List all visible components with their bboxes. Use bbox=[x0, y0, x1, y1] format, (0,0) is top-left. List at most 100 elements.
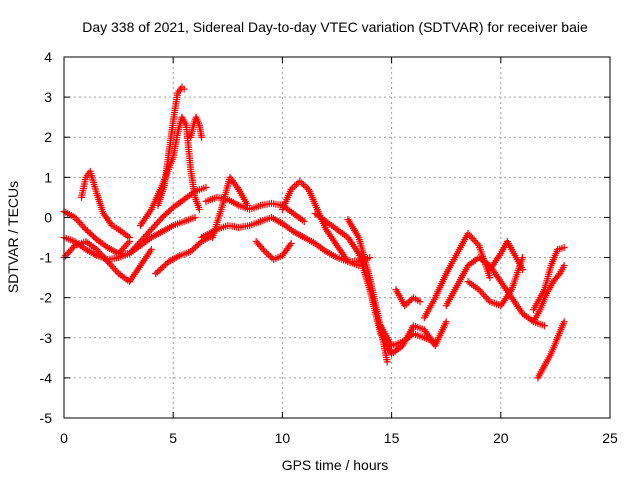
data-point bbox=[475, 286, 483, 294]
data-point bbox=[286, 241, 294, 249]
data-point bbox=[108, 263, 116, 271]
series-arc-6 bbox=[136, 113, 203, 229]
data-point bbox=[416, 298, 424, 306]
data-point bbox=[300, 217, 308, 225]
data-point bbox=[80, 224, 88, 232]
series-arc-22 bbox=[486, 238, 527, 274]
data-point bbox=[107, 220, 115, 228]
data-point bbox=[355, 262, 363, 270]
data-point bbox=[113, 268, 121, 276]
series-arc-3 bbox=[77, 167, 134, 241]
data-point bbox=[263, 249, 271, 257]
data-point bbox=[122, 241, 130, 249]
y-tick-label: 4 bbox=[44, 49, 52, 65]
y-axis-label: SDTVAR / TECUs bbox=[5, 181, 21, 293]
data-point bbox=[442, 318, 450, 326]
data-point bbox=[129, 246, 137, 254]
data-point bbox=[519, 266, 527, 274]
data-point bbox=[299, 181, 307, 189]
data-point bbox=[560, 318, 568, 326]
data-point bbox=[301, 182, 309, 190]
x-tick-label: 10 bbox=[275, 430, 291, 446]
data-point bbox=[155, 267, 163, 275]
y-tick-label: 2 bbox=[44, 129, 52, 145]
y-tick-label: -3 bbox=[40, 330, 53, 346]
data-point bbox=[126, 234, 134, 241]
data-point bbox=[152, 270, 160, 278]
data-point bbox=[158, 264, 166, 272]
data-point bbox=[404, 298, 412, 306]
data-point bbox=[298, 179, 306, 187]
data-point bbox=[180, 85, 188, 93]
data-point bbox=[93, 246, 101, 254]
data-point bbox=[147, 246, 155, 254]
data-point bbox=[243, 201, 251, 209]
series-arc-9 bbox=[152, 231, 217, 278]
data-point bbox=[198, 133, 206, 141]
data-point bbox=[473, 240, 481, 248]
data-point bbox=[153, 268, 161, 276]
data-point bbox=[149, 224, 157, 232]
data-point bbox=[66, 247, 74, 255]
data-point bbox=[110, 264, 118, 272]
data-point bbox=[146, 227, 154, 235]
data-point bbox=[259, 246, 267, 254]
data-point bbox=[162, 261, 170, 269]
y-tick-label: -2 bbox=[40, 290, 53, 306]
x-tick-label: 25 bbox=[602, 430, 618, 446]
data-point bbox=[133, 241, 141, 249]
series-arc-21 bbox=[464, 254, 527, 310]
data-point bbox=[431, 338, 439, 346]
series-arc-20 bbox=[442, 254, 548, 330]
data-point bbox=[292, 181, 300, 189]
data-point bbox=[63, 250, 71, 258]
data-point bbox=[152, 220, 160, 228]
series-arc-18 bbox=[392, 286, 424, 310]
y-tick-label: -1 bbox=[40, 250, 53, 266]
data-point bbox=[268, 254, 276, 262]
data-point bbox=[135, 239, 143, 247]
data-point bbox=[477, 287, 485, 295]
data-point bbox=[68, 245, 76, 253]
data-point bbox=[484, 296, 492, 304]
data-point bbox=[71, 213, 79, 221]
x-tick-label: 20 bbox=[493, 430, 509, 446]
series-arc-2 bbox=[60, 207, 134, 258]
data-point bbox=[191, 213, 199, 221]
series-arc-14 bbox=[278, 177, 363, 270]
y-tick-label: -5 bbox=[40, 410, 53, 426]
data-point bbox=[74, 217, 82, 225]
data-point bbox=[107, 261, 115, 269]
data-point bbox=[483, 294, 491, 302]
series-arc-24 bbox=[534, 318, 568, 382]
data-point bbox=[138, 236, 146, 244]
data-point bbox=[486, 274, 494, 282]
series-arc-8 bbox=[187, 113, 206, 141]
data-point bbox=[291, 182, 299, 190]
data-point bbox=[111, 266, 119, 274]
data-point bbox=[478, 289, 486, 297]
plot-frame bbox=[63, 56, 611, 419]
data-point bbox=[136, 238, 144, 246]
data-point bbox=[296, 177, 304, 185]
data-point bbox=[126, 250, 134, 258]
x-tick-label: 0 bbox=[60, 430, 68, 446]
data-point bbox=[160, 262, 168, 270]
axis-ticks bbox=[63, 56, 611, 419]
y-tick-label: -4 bbox=[40, 370, 53, 386]
y-tick-label: 1 bbox=[44, 169, 52, 185]
series-arc-23 bbox=[530, 244, 568, 314]
data-point bbox=[467, 233, 475, 241]
data-point bbox=[65, 248, 73, 256]
data-point bbox=[480, 291, 488, 299]
data-point bbox=[121, 243, 129, 251]
data-point bbox=[202, 183, 210, 191]
data-point bbox=[143, 231, 151, 239]
data-point bbox=[157, 265, 165, 273]
data-point bbox=[132, 243, 140, 251]
data-point bbox=[469, 235, 477, 243]
x-tick-label: 15 bbox=[384, 430, 400, 446]
y-tick-label: 0 bbox=[44, 209, 52, 225]
data-marks bbox=[60, 83, 568, 382]
